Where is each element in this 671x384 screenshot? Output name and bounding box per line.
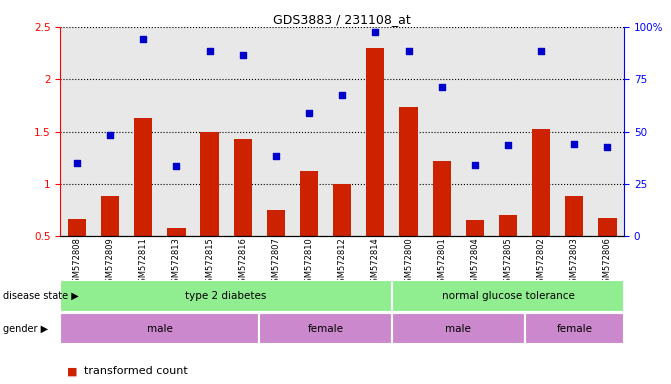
Text: male: male xyxy=(147,324,173,334)
Point xyxy=(171,163,182,169)
Bar xyxy=(532,129,550,236)
Text: ■: ■ xyxy=(67,366,81,376)
Point xyxy=(138,36,149,43)
Bar xyxy=(167,228,186,236)
Bar xyxy=(267,210,285,236)
Bar xyxy=(366,48,384,236)
Text: female: female xyxy=(556,324,592,334)
Point xyxy=(569,141,580,147)
Text: female: female xyxy=(307,324,344,334)
Bar xyxy=(433,161,451,236)
Bar xyxy=(466,220,484,236)
Point xyxy=(105,132,115,138)
Bar xyxy=(392,313,525,344)
Bar xyxy=(565,196,583,236)
Bar xyxy=(333,184,352,236)
Point xyxy=(72,160,83,166)
Text: disease state ▶: disease state ▶ xyxy=(3,291,79,301)
Bar xyxy=(101,196,119,236)
Bar xyxy=(134,118,152,236)
Text: gender ▶: gender ▶ xyxy=(3,324,48,334)
Point xyxy=(270,152,281,159)
Point xyxy=(403,48,414,54)
Bar xyxy=(201,131,219,236)
Bar xyxy=(259,313,392,344)
Text: transformed count: transformed count xyxy=(84,366,188,376)
Title: GDS3883 / 231108_at: GDS3883 / 231108_at xyxy=(273,13,411,26)
Point xyxy=(337,92,348,98)
Point xyxy=(602,144,613,150)
Bar xyxy=(60,313,259,344)
Bar xyxy=(599,218,617,236)
Bar xyxy=(499,215,517,236)
Bar xyxy=(392,280,624,312)
Bar xyxy=(234,139,252,236)
Bar xyxy=(60,280,392,312)
Bar xyxy=(68,219,86,236)
Point xyxy=(503,142,513,148)
Text: male: male xyxy=(446,324,471,334)
Point xyxy=(238,52,248,58)
Point xyxy=(470,162,480,168)
Bar xyxy=(300,171,318,236)
Point xyxy=(370,29,380,35)
Text: type 2 diabetes: type 2 diabetes xyxy=(185,291,267,301)
Point xyxy=(204,48,215,54)
Text: normal glucose tolerance: normal glucose tolerance xyxy=(442,291,574,301)
Point xyxy=(535,48,546,54)
Bar xyxy=(525,313,624,344)
Bar xyxy=(399,108,417,236)
Point xyxy=(304,109,315,116)
Point xyxy=(436,83,447,89)
